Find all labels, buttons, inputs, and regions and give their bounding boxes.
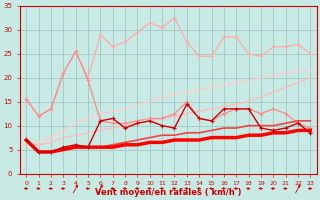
X-axis label: Vent moyen/en rafales ( km/h ): Vent moyen/en rafales ( km/h )	[95, 188, 242, 197]
